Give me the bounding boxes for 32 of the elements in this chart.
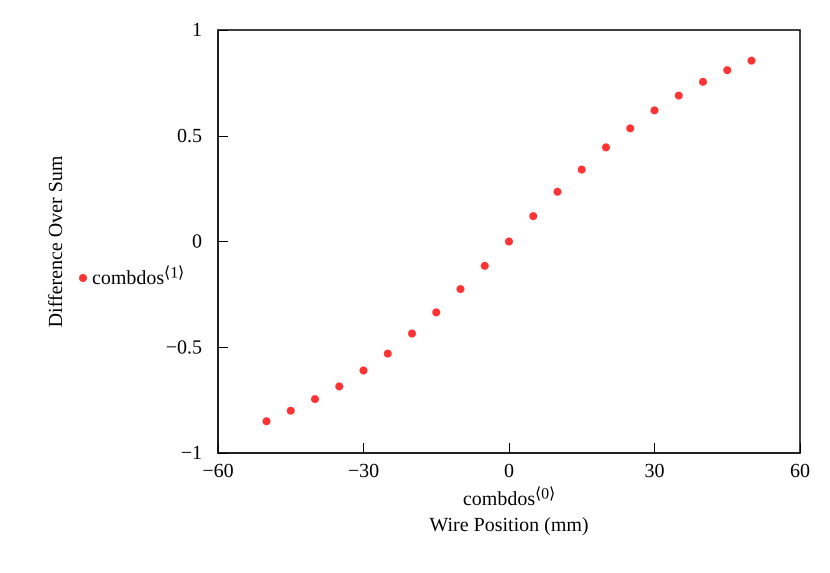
point xyxy=(748,56,756,65)
point xyxy=(286,406,295,415)
y-tick-label: −0.5 xyxy=(166,336,202,358)
point xyxy=(432,308,440,316)
point xyxy=(335,382,344,390)
x-tick-label: 0 xyxy=(504,460,514,482)
point xyxy=(650,106,658,114)
point xyxy=(554,188,562,196)
point xyxy=(602,143,610,152)
point xyxy=(699,78,707,86)
point xyxy=(578,166,586,174)
point xyxy=(674,92,683,100)
point xyxy=(505,238,513,246)
x-tick-label: 60 xyxy=(790,460,810,482)
point xyxy=(384,350,392,358)
point xyxy=(480,262,489,270)
point xyxy=(360,366,368,375)
x-tick-label: −60 xyxy=(202,460,234,482)
y-tick-label: −1 xyxy=(180,442,202,464)
point xyxy=(311,395,319,404)
y-tick-label: 0.5 xyxy=(177,124,202,147)
x-tick-label: −30 xyxy=(348,460,380,482)
y-tick-label: 0 xyxy=(192,230,202,252)
point xyxy=(529,212,538,220)
point xyxy=(456,285,464,294)
point xyxy=(723,66,732,74)
point xyxy=(262,417,270,426)
y-axis-title: Difference Over Sum xyxy=(45,155,67,328)
point xyxy=(408,330,416,338)
y-tick-label: 1 xyxy=(192,19,202,41)
point xyxy=(626,124,634,132)
x-tick-label: 30 xyxy=(644,460,664,482)
